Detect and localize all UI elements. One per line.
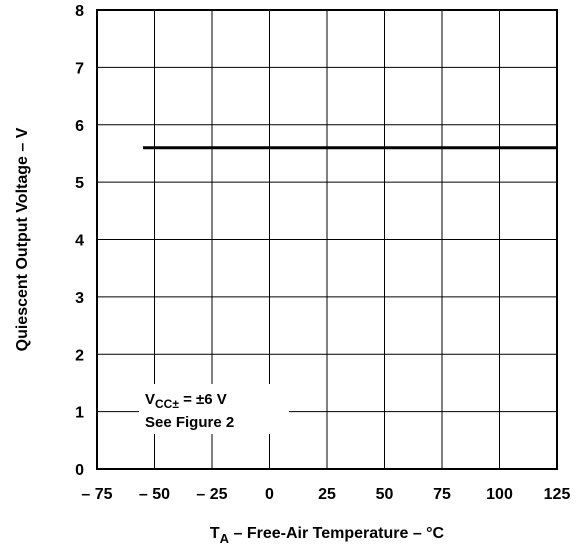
y-tick-label: 1 (75, 405, 84, 422)
x-tick-labels: – 75 – 50 – 25 0 25 50 75 100 125 (81, 486, 570, 503)
x-tick-label: 100 (486, 486, 513, 503)
plot-frame (96, 9, 558, 470)
y-tick-label: 3 (75, 290, 84, 307)
y-tick-label: 8 (75, 3, 84, 20)
annotation-value: = ±6 V (179, 391, 227, 408)
x-axis-label: TA – Free-Air Temperature – °C (210, 525, 445, 546)
annotation-see-figure: See Figure 2 (145, 414, 234, 431)
y-tick-label: 5 (75, 175, 84, 192)
x-tick-label: – 75 (81, 486, 112, 503)
y-axis-label: Quiescent Output Voltage – V (14, 127, 31, 351)
y-tick-label: 7 (75, 60, 84, 77)
x-axis-label-subscript: A (220, 531, 230, 546)
annotation-subscript: CC± (155, 397, 179, 411)
y-tick-label: 4 (75, 233, 84, 250)
y-tick-labels: 0 1 2 3 4 5 6 7 8 (75, 3, 84, 479)
y-tick-label: 2 (75, 347, 84, 364)
x-tick-label: 75 (433, 486, 451, 503)
y-tick-label: 6 (75, 118, 84, 135)
annotation-supply-voltage: VCC± = ±6 V (145, 391, 227, 411)
x-tick-label: 50 (376, 486, 394, 503)
annotation-background (139, 384, 289, 434)
x-tick-label: 125 (544, 486, 571, 503)
x-tick-label: – 25 (196, 486, 227, 503)
plot-border (96, 9, 558, 470)
x-axis-label-symbol: T (210, 525, 220, 542)
x-tick-label: 25 (318, 486, 336, 503)
annotation-v-symbol: V (145, 391, 155, 408)
x-tick-label: 0 (265, 486, 274, 503)
x-axis-label-text: – Free-Air Temperature – °C (229, 525, 445, 542)
x-tick-label: – 50 (139, 486, 170, 503)
y-tick-label: 0 (75, 462, 84, 479)
grid (97, 10, 557, 469)
